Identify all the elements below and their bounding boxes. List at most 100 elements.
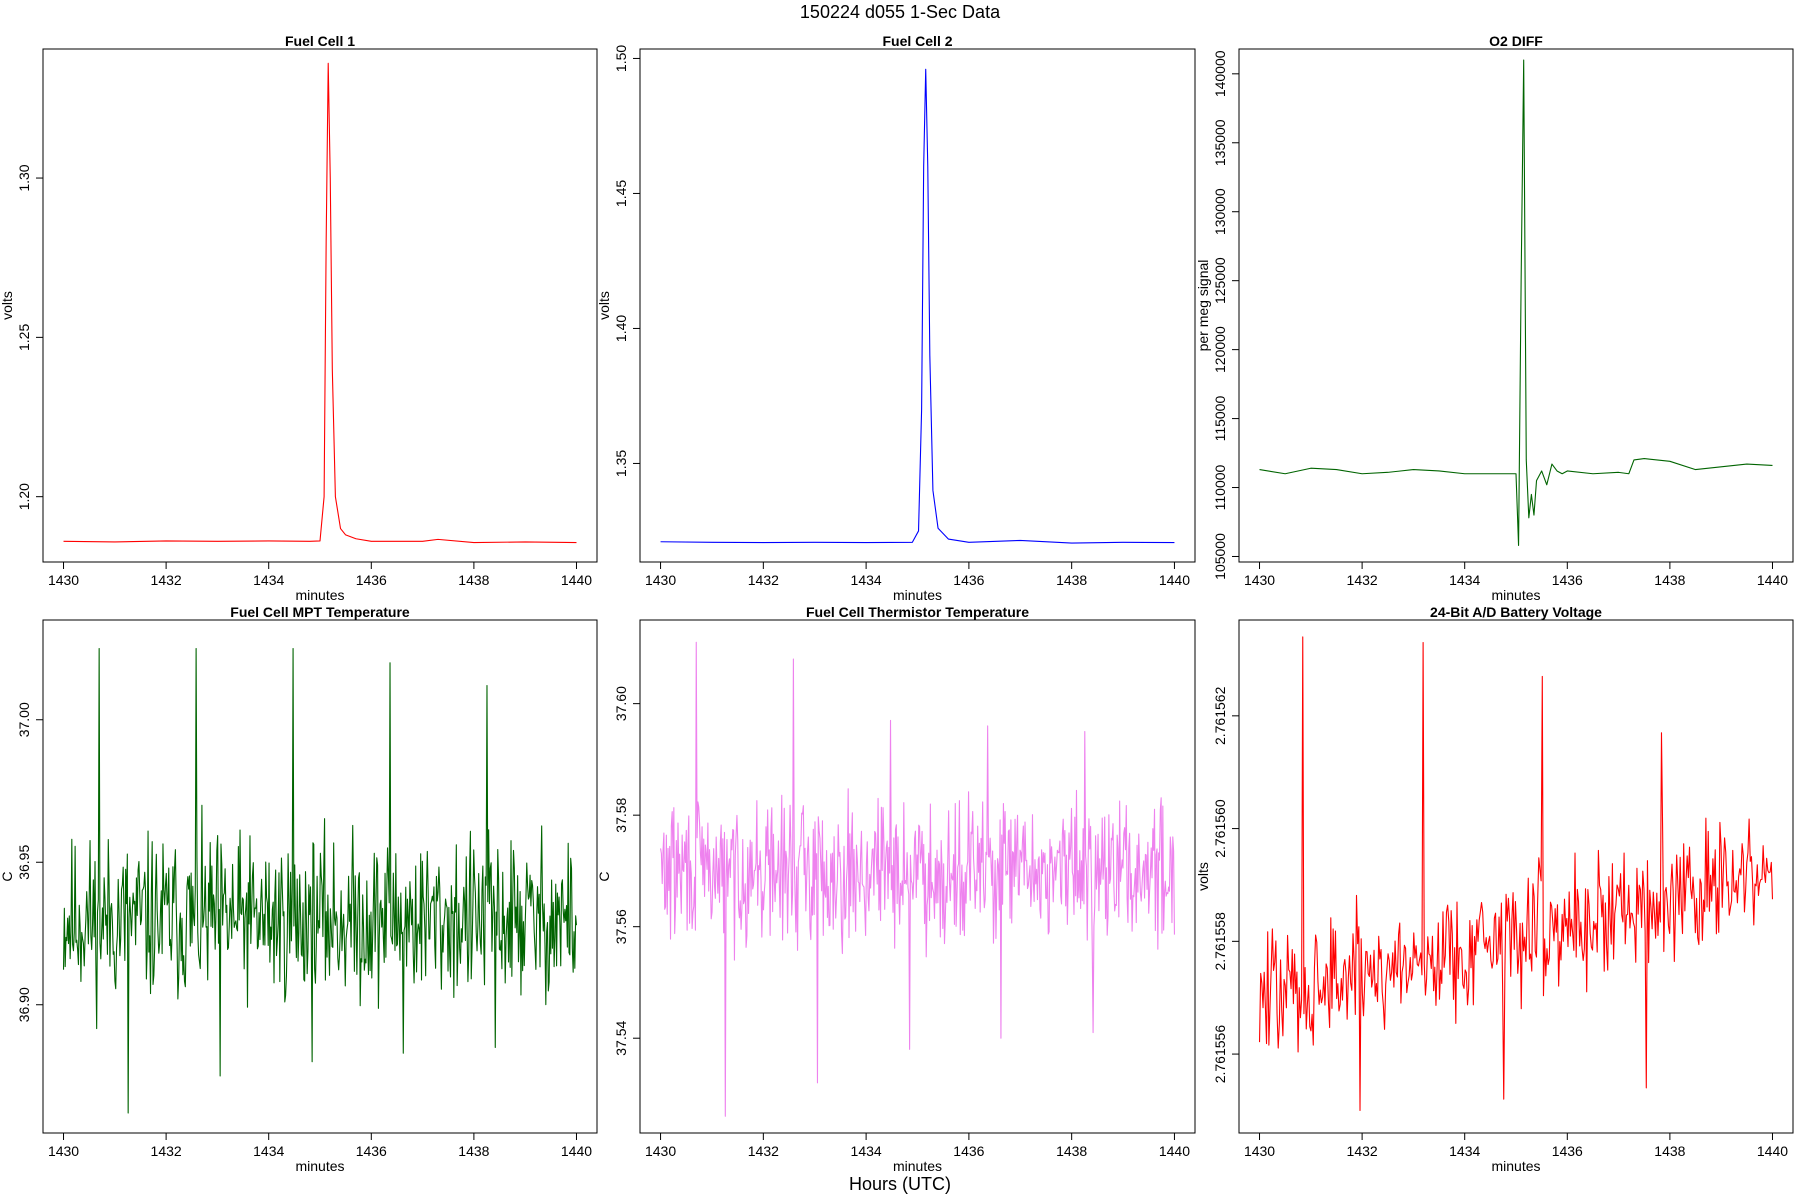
- y-tick-label: 37.56: [613, 909, 629, 944]
- x-axis-label: minutes: [295, 1158, 344, 1174]
- y-tick-label: 1.25: [16, 324, 32, 351]
- series-line: [1258, 636, 1774, 1111]
- x-tick-label: 1430: [48, 1143, 79, 1159]
- x-axis-label: minutes: [1491, 1158, 1540, 1174]
- y-axis-label: C: [0, 871, 15, 881]
- x-tick-label: 1430: [645, 1143, 676, 1159]
- y-tick-label: 2.761562: [1212, 686, 1228, 745]
- x-tick-label: 1440: [561, 572, 592, 588]
- x-tick-label: 1434: [1449, 572, 1480, 588]
- y-axis-label: volts: [0, 291, 15, 320]
- x-tick-label: 1432: [748, 1143, 779, 1159]
- x-tick-label: 1440: [1757, 572, 1788, 588]
- x-tick-label: 1430: [1244, 572, 1275, 588]
- x-tick-label: 1434: [851, 572, 882, 588]
- x-tick-label: 1436: [1552, 572, 1583, 588]
- plot-frame: [42, 619, 598, 1134]
- y-tick-label: 125000: [1212, 257, 1228, 304]
- x-tick-label: 1436: [1552, 1143, 1583, 1159]
- panel-title: Fuel Cell MPT Temperature: [230, 604, 410, 620]
- panel-o2: O2 DIFF 1430 1432 1434 1436 1438 1440 105000 110…: [1195, 33, 1794, 603]
- x-tick-label: 1432: [151, 1143, 182, 1159]
- y-axis-label: per meg signal: [1195, 260, 1211, 352]
- x-axis-label: minutes: [893, 1158, 942, 1174]
- x-tick-label: 1440: [1757, 1143, 1788, 1159]
- x-axis-label: minutes: [1491, 587, 1540, 603]
- plot-frame: [1238, 619, 1794, 1134]
- panel-title: Fuel Cell 1: [285, 33, 355, 49]
- x-tick-label: 1432: [1347, 1143, 1378, 1159]
- x-tick-label: 1432: [748, 572, 779, 588]
- panel-mpt: Fuel Cell MPT Temperature 1430 1432 1434 143…: [0, 604, 598, 1174]
- x-tick-label: 1440: [561, 1143, 592, 1159]
- panel-title: O2 DIFF: [1489, 33, 1543, 49]
- y-tick-label: 1.35: [613, 450, 629, 477]
- x-axis-label: minutes: [893, 587, 942, 603]
- x-tick-label: 1436: [356, 572, 387, 588]
- y-tick-label: 37.00: [16, 702, 32, 737]
- x-tick-label: 1438: [1056, 1143, 1087, 1159]
- panel-thermistor: Fuel Cell Thermistor Temperature 1430 1432…: [596, 604, 1196, 1174]
- plot-frame: [639, 619, 1196, 1134]
- y-tick-label: 140000: [1212, 50, 1228, 97]
- x-tick-label: 1438: [458, 572, 489, 588]
- plot-frame: [42, 48, 598, 563]
- series-line: [660, 68, 1175, 544]
- x-tick-label: 1434: [1449, 1143, 1480, 1159]
- y-tick-label: 1.40: [613, 315, 629, 342]
- panel-fc2: Fuel Cell 2 1430 1432 1434 1436 1438 1440 1.35 1…: [596, 33, 1196, 603]
- x-tick-label: 1440: [1159, 1143, 1190, 1159]
- footer-axis-label: Hours (UTC): [849, 1174, 951, 1194]
- y-tick-label: 120000: [1212, 326, 1228, 373]
- series-line: [62, 647, 578, 1114]
- y-tick-label: 110000: [1212, 464, 1228, 510]
- plot-frame: [639, 48, 1196, 563]
- x-tick-label: 1430: [48, 572, 79, 588]
- y-axis-label: C: [596, 871, 612, 881]
- panel-title: Fuel Cell 2: [882, 33, 952, 49]
- x-tick-label: 1434: [253, 1143, 284, 1159]
- panel-fc1: Fuel Cell 1 1430 1432 1434 1436 1438 1440 1.20 1…: [0, 33, 598, 603]
- y-tick-label: 1.45: [613, 180, 629, 207]
- y-tick-label: 37.60: [613, 686, 629, 721]
- y-tick-label: 2.761560: [1212, 799, 1228, 858]
- x-tick-label: 1430: [1244, 1143, 1275, 1159]
- y-tick-label: 105000: [1212, 533, 1228, 580]
- figure-title: 150224 d055 1-Sec Data: [800, 2, 1001, 22]
- x-tick-label: 1432: [151, 572, 182, 588]
- x-tick-label: 1438: [458, 1143, 489, 1159]
- y-tick-label: 37.58: [613, 797, 629, 832]
- x-tick-label: 1436: [953, 572, 984, 588]
- y-axis-label: volts: [596, 291, 612, 320]
- panel-title: Fuel Cell Thermistor Temperature: [806, 604, 1029, 620]
- y-tick-label: 2.761556: [1212, 1025, 1228, 1084]
- x-tick-label: 1434: [851, 1143, 882, 1159]
- y-tick-label: 135000: [1212, 119, 1228, 166]
- plot-frame: [1238, 48, 1794, 563]
- series-line: [63, 62, 577, 544]
- x-tick-label: 1434: [253, 572, 284, 588]
- y-tick-label: 2.761558: [1212, 912, 1228, 971]
- x-tick-label: 1436: [953, 1143, 984, 1159]
- y-tick-label: 130000: [1212, 188, 1228, 235]
- x-tick-label: 1430: [645, 572, 676, 588]
- y-tick-label: 36.95: [16, 845, 32, 880]
- panels: Fuel Cell 1 1430 1432 1434 1436 1438 1440 1.20 1…: [0, 33, 1794, 1174]
- y-tick-label: 36.90: [16, 987, 32, 1022]
- y-tick-label: 1.30: [16, 164, 32, 191]
- panel-title: 24-Bit A/D Battery Voltage: [1430, 604, 1602, 620]
- y-tick-label: 37.54: [613, 1020, 629, 1055]
- series-line: [660, 641, 1175, 1117]
- x-tick-label: 1438: [1056, 572, 1087, 588]
- x-tick-label: 1436: [356, 1143, 387, 1159]
- y-tick-label: 115000: [1212, 396, 1228, 442]
- x-tick-label: 1438: [1654, 1143, 1685, 1159]
- y-tick-label: 1.20: [16, 483, 32, 510]
- y-axis-label: volts: [1195, 862, 1211, 891]
- x-tick-label: 1432: [1347, 572, 1378, 588]
- x-tick-label: 1440: [1159, 572, 1190, 588]
- x-tick-label: 1438: [1654, 572, 1685, 588]
- y-tick-label: 1.50: [613, 45, 629, 72]
- x-axis-label: minutes: [295, 587, 344, 603]
